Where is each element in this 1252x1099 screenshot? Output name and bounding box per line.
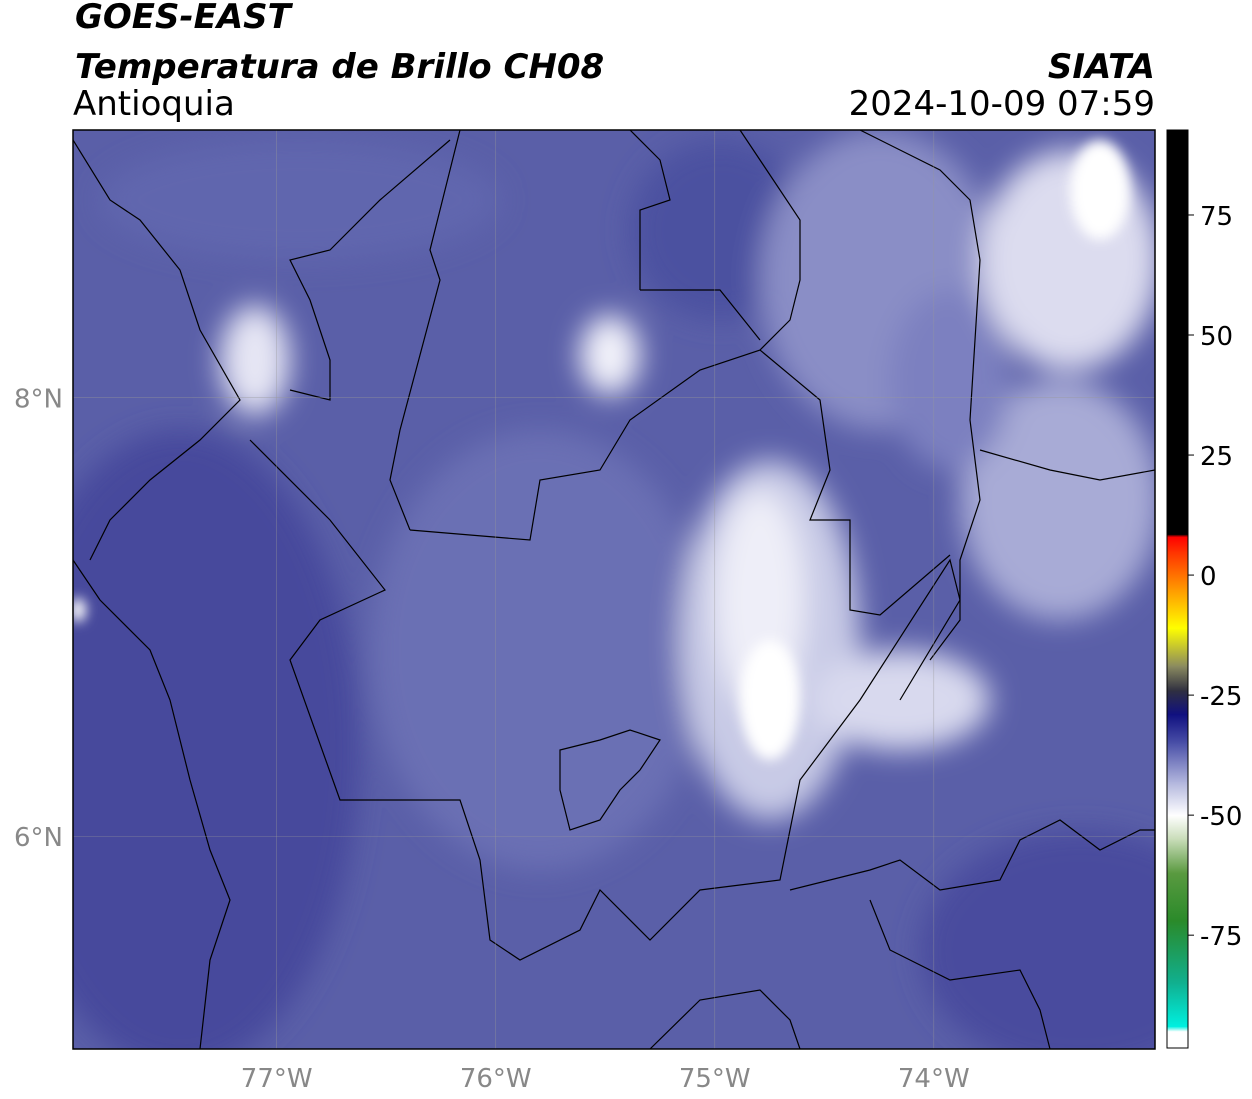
y-tick-label: 6°N	[14, 823, 63, 853]
colorbar: 75 50 25 0 -25 -50 -75	[1166, 129, 1242, 1049]
timestamp: 2024-10-09 07:59	[849, 84, 1155, 124]
colorbar-segment	[1167, 920, 1188, 984]
colorbar-segment	[1167, 536, 1188, 552]
map-frame	[72, 129, 1156, 1050]
colorbar-segment	[1167, 627, 1188, 667]
colorbar-segment	[1167, 743, 1188, 783]
colorbar-segment	[1167, 551, 1188, 590]
graticule	[73, 130, 1155, 1049]
colorbar-segment	[1167, 589, 1188, 629]
colorbar-segment	[1167, 534, 1188, 538]
colorbar-tick-label: -50	[1200, 802, 1242, 832]
colorbar-segment	[1167, 666, 1188, 691]
source: SIATA	[1048, 47, 1155, 87]
x-tick-label: 75°W	[679, 1064, 751, 1094]
colorbar-tick-label: 50	[1200, 322, 1233, 352]
colorbar-tick-label: -75	[1200, 922, 1242, 952]
region: Antioquia	[73, 84, 235, 124]
colorbar-segment	[1167, 983, 1188, 1027]
colorbar-segment	[1167, 690, 1188, 715]
colorbar-tick-label: 0	[1200, 562, 1217, 592]
colorbar-tick-label: 75	[1200, 202, 1233, 232]
title: GOES-EAST	[75, 0, 294, 37]
borders	[73, 130, 1155, 1049]
subtitle: Temperatura de Brillo CH08	[75, 47, 604, 87]
satellite-image	[73, 130, 1155, 1049]
x-tick-label: 74°W	[898, 1064, 970, 1094]
colorbar-segment	[1167, 130, 1188, 535]
colorbar-segment	[1167, 781, 1188, 816]
y-tick-label: 8°N	[14, 385, 63, 415]
colorbar-segment	[1167, 1026, 1188, 1032]
colorbar-segment	[1167, 839, 1188, 874]
x-tick-label: 77°W	[241, 1064, 313, 1094]
colorbar-tick-label: -25	[1200, 682, 1242, 712]
colorbar-segment	[1167, 1031, 1188, 1049]
colorbar-tick-label: 25	[1200, 442, 1233, 472]
colorbar-segment	[1167, 872, 1188, 922]
x-tick-label: 76°W	[460, 1064, 532, 1094]
colorbar-segment	[1167, 815, 1188, 840]
colorbar-segment	[1167, 714, 1188, 744]
colorbar-frame	[1166, 129, 1189, 1049]
